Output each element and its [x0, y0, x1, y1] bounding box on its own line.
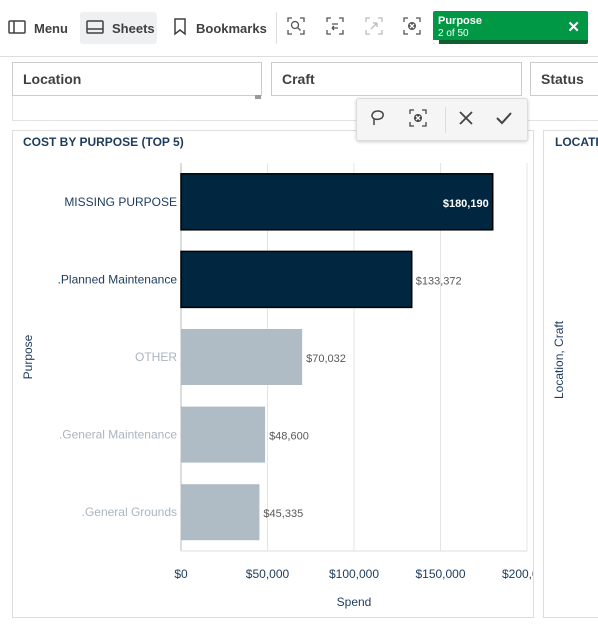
x-tick-label: $200,000 — [502, 567, 533, 581]
category-label[interactable]: .General Maintenance — [59, 428, 177, 442]
clear-selection-icon — [408, 108, 428, 133]
filter-grip — [255, 95, 261, 99]
filter-craft[interactable]: Craft — [271, 62, 522, 96]
clear-all-selections-button[interactable] — [398, 14, 426, 42]
filter-label: Craft — [282, 71, 315, 87]
bar[interactable] — [181, 329, 303, 385]
menu-label: Menu — [34, 20, 68, 36]
data-label: $45,335 — [263, 508, 303, 520]
menu-button[interactable]: Menu — [8, 12, 68, 44]
selection-chip-count: 2 of 50 — [438, 28, 469, 39]
x-axis-title: Spend — [337, 595, 372, 609]
lasso-icon — [368, 108, 388, 133]
x-tick-label: $100,000 — [329, 567, 379, 581]
bar[interactable] — [180, 250, 413, 309]
clear-selection-button[interactable] — [403, 105, 433, 135]
sheets-label: Sheets — [112, 20, 155, 36]
data-label: $180,190 — [443, 198, 489, 210]
category-label[interactable]: .General Grounds — [82, 505, 177, 519]
x-tick-label: $0 — [174, 567, 188, 581]
axis-label: Location, Craft — [552, 320, 566, 399]
bar[interactable] — [180, 173, 494, 231]
filter-status[interactable]: Status — [530, 62, 598, 96]
category-label[interactable]: .Planned Maintenance — [58, 272, 178, 286]
step-forward-icon — [364, 16, 384, 41]
category-label[interactable]: OTHER — [135, 350, 177, 364]
top-toolbar: Menu Sheets Bookmarks Purpose 2 of 50 — [0, 0, 598, 57]
filter-location[interactable]: Location — [12, 62, 262, 99]
selection-chip-purpose[interactable]: Purpose 2 of 50 ✕ — [433, 11, 588, 44]
y-axis-title: Purpose — [21, 334, 35, 379]
close-icon[interactable]: ✕ — [567, 19, 580, 36]
step-forward-button[interactable] — [360, 14, 388, 42]
smart-search-button[interactable] — [282, 14, 310, 42]
cancel-selection-button[interactable] — [451, 105, 481, 135]
sheets-button[interactable]: Sheets — [80, 12, 157, 44]
selection-progress-track — [433, 40, 588, 44]
cost-by-purpose-panel[interactable]: COST BY PURPOSE (TOP 5) MISSING PURPOSE $… — [12, 130, 534, 618]
clear-all-selections-icon — [402, 16, 422, 41]
selection-chip-field: Purpose — [438, 15, 483, 27]
smart-search-icon — [286, 16, 306, 41]
x-tick-label: $150,000 — [415, 567, 465, 581]
bookmarks-button[interactable]: Bookmarks — [172, 12, 267, 44]
filter-label: Status — [541, 71, 584, 87]
cancel-icon — [458, 110, 474, 131]
lasso-button[interactable] — [363, 105, 393, 135]
confirm-selection-button[interactable] — [489, 105, 519, 135]
step-back-button[interactable] — [321, 14, 349, 42]
bookmark-icon — [172, 17, 196, 39]
sheet-icon — [86, 19, 112, 38]
data-label: $48,600 — [269, 431, 309, 443]
x-tick-label: $50,000 — [246, 567, 290, 581]
toolbar-divider — [445, 107, 446, 133]
category-label[interactable]: MISSING PURPOSE — [64, 195, 177, 209]
panel-icon — [8, 19, 34, 38]
bookmarks-label: Bookmarks — [196, 20, 267, 36]
selections-tool-icon — [325, 16, 345, 41]
bar[interactable] — [181, 484, 260, 541]
filter-label: Location — [23, 71, 82, 87]
data-label: $70,032 — [306, 353, 346, 365]
data-label: $133,372 — [416, 275, 462, 287]
location-panel[interactable]: LOCATI Location, Craft — [543, 130, 598, 618]
selection-progress-fill — [433, 40, 440, 44]
confirm-icon — [495, 110, 513, 131]
chart-title: COST BY PURPOSE (TOP 5) — [23, 135, 184, 149]
panel-title: LOCATI — [555, 135, 598, 149]
filter-pane-bottom — [12, 96, 598, 121]
toolbar-divider — [276, 12, 277, 44]
cost-by-purpose-chart[interactable]: MISSING PURPOSE $180,190 .Planned Maintena… — [13, 131, 533, 617]
selection-toolbar — [356, 98, 528, 141]
bar[interactable] — [181, 406, 266, 463]
